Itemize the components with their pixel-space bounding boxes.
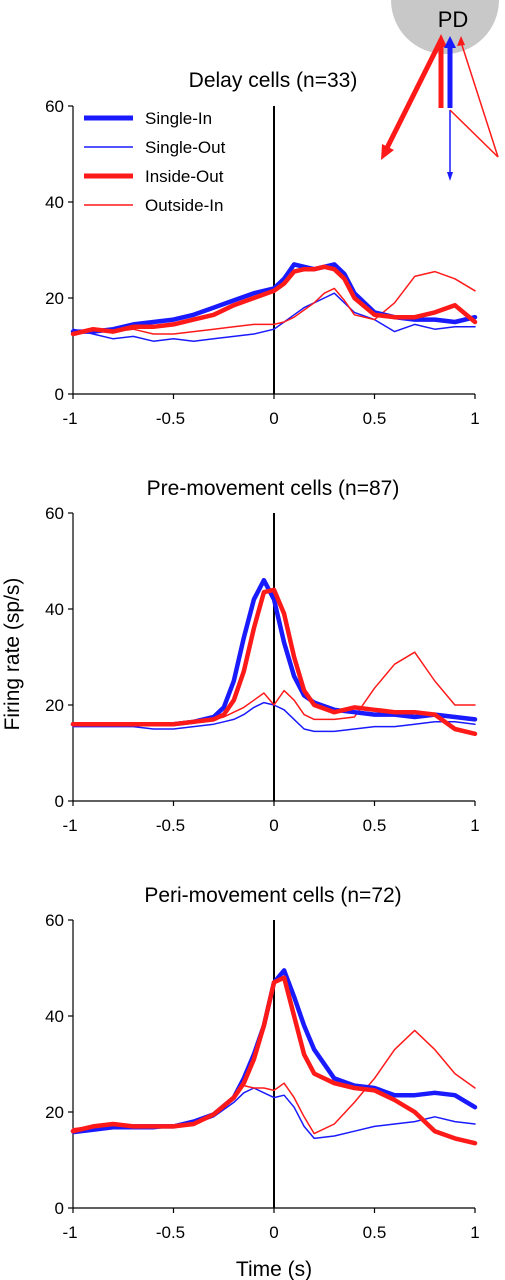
single-out-arrow [447, 110, 453, 181]
series-line-inside-out [70, 587, 478, 737]
series-line-single-out [72, 1087, 476, 1140]
x-tick-label: 0.5 [363, 1223, 387, 1242]
x-tick-label: 0.5 [363, 816, 387, 835]
series-line-single-out [72, 701, 476, 733]
series-line-inside-out [70, 975, 478, 1146]
x-tick-label: -1 [62, 409, 77, 428]
x-tick-label: -1 [62, 816, 77, 835]
y-tick-label: 20 [45, 696, 64, 715]
y-tick-label: 20 [45, 1103, 64, 1122]
x-tick-label: -0.5 [156, 409, 185, 428]
series-line-outside-in [72, 270, 476, 335]
chart-panel-2: Pre-movement cells (n=87) 0 20 40 60 -1 -0.5 0 0… [45, 477, 480, 835]
x-tick-label: -0.5 [156, 816, 185, 835]
chart-title: Peri-movement cells (n=72) [144, 884, 401, 907]
x-tick-label: 1 [470, 409, 479, 428]
inside-out-arrow [381, 34, 447, 160]
x-tick-label: 1 [470, 816, 479, 835]
chart-title: Delay cells (n=33) [189, 69, 358, 92]
x-tick-label: 0 [269, 1223, 278, 1242]
single-in-arrow [444, 36, 456, 108]
legend: Single-In Single-Out Inside-Out Outside-In [84, 109, 226, 215]
x-tick-label: 0 [269, 816, 278, 835]
x-axis-label: Time (s) [236, 1258, 312, 1280]
chart-panel-3: Peri-movement cells (n=72) 0 20 40 60 -1 -0.5 0… [45, 884, 480, 1242]
outside-in-arrow [449, 36, 499, 158]
chart-panels: Delay cells (n=33) 0 20 40 60 -1 -0.5 0 0.5 1 Sing… [45, 69, 480, 1242]
chart-title: Pre-movement cells (n=87) [147, 477, 400, 500]
legend-label-inside-out: Inside-Out [145, 167, 224, 186]
legend-label-single-in: Single-In [145, 109, 212, 128]
y-axis-label: Firing rate (sp/s) [1, 578, 24, 731]
x-tick-label: -1 [62, 1223, 77, 1242]
y-tick-label: 60 [45, 97, 64, 116]
x-tick-label: 0.5 [363, 409, 387, 428]
x-tick-label: 1 [470, 1223, 479, 1242]
y-tick-label: 0 [55, 385, 64, 404]
y-tick-label: 0 [55, 792, 64, 811]
pd-target-circle [391, 0, 499, 54]
pd-label: PD [438, 7, 469, 32]
chart-panel-1: Delay cells (n=33) 0 20 40 60 -1 -0.5 0 0.5 1 Sing… [45, 69, 480, 428]
y-tick-label: 0 [55, 1199, 64, 1218]
y-tick-label: 40 [45, 1007, 64, 1026]
y-tick-label: 20 [45, 289, 64, 308]
pd-inset-diagram: PD [381, 0, 499, 181]
x-tick-label: 0 [269, 409, 278, 428]
y-tick-label: 60 [45, 504, 64, 523]
y-tick-label: 60 [45, 911, 64, 930]
series-line-single-out [72, 292, 476, 342]
y-tick-label: 40 [45, 193, 64, 212]
legend-label-outside-in: Outside-In [145, 196, 223, 215]
y-tick-label: 40 [45, 600, 64, 619]
series-line-inside-out [70, 264, 478, 337]
legend-label-single-out: Single-Out [145, 138, 226, 157]
x-tick-label: -0.5 [156, 1223, 185, 1242]
